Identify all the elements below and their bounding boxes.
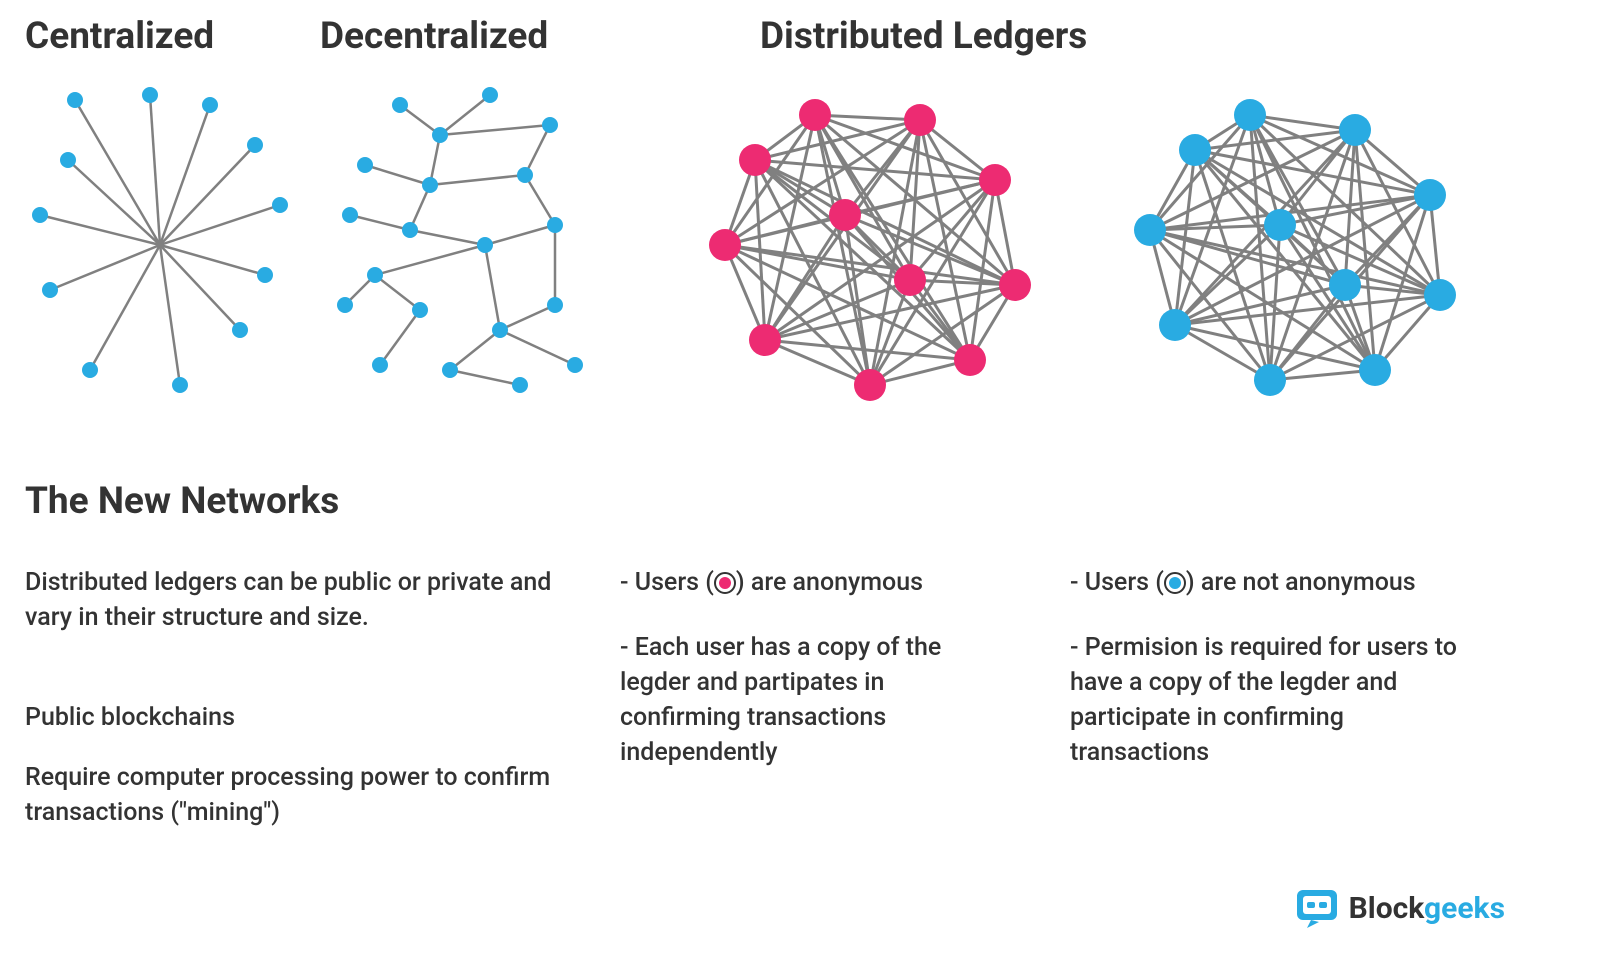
legend-pink-post: ) are anonymous [736,568,923,597]
legend-blue-line2: - Permision is required for users to hav… [1070,630,1470,770]
logo-suffix: geeks [1424,891,1505,926]
intro-p3: Require computer processing power to con… [25,760,555,830]
legend-pink-line1: - Users ( ) are anonymous [620,565,1010,600]
legend-pink-line2: - Each user has a copy of the legder and… [620,630,990,770]
blockgeeks-logo: Blockgeeks [1293,884,1505,932]
network-decentralized [320,75,610,415]
title-centralized: Centralized [25,15,214,58]
title-decentralized: Decentralized [320,15,548,58]
legend-dot-blue-wrap [1164,572,1186,594]
legend-dot-blue [1169,577,1181,589]
logo-prefix: Block [1349,891,1424,926]
blockgeeks-logo-icon [1293,884,1341,932]
intro-p2: Public blockchains [25,700,555,735]
legend-blue-pre: - Users ( [1070,568,1164,597]
legend-blue-line1: - Users ( ) are not anonymous [1070,565,1490,600]
network-distributed-blue [1120,85,1480,415]
legend-pink-pre: - Users ( [620,568,714,597]
legend-dot-pink-wrap [714,572,736,594]
blockgeeks-logo-text: Blockgeeks [1349,891,1505,926]
title-distributed: Distributed Ledgers [760,15,1087,58]
network-distributed-pink [695,85,1055,415]
section-title: The New Networks [25,480,339,523]
legend-blue-post: ) are not anonymous [1186,568,1416,597]
network-centralized [20,75,310,415]
intro-p1: Distributed ledgers can be public or pri… [25,565,555,635]
legend-dot-pink [719,577,731,589]
